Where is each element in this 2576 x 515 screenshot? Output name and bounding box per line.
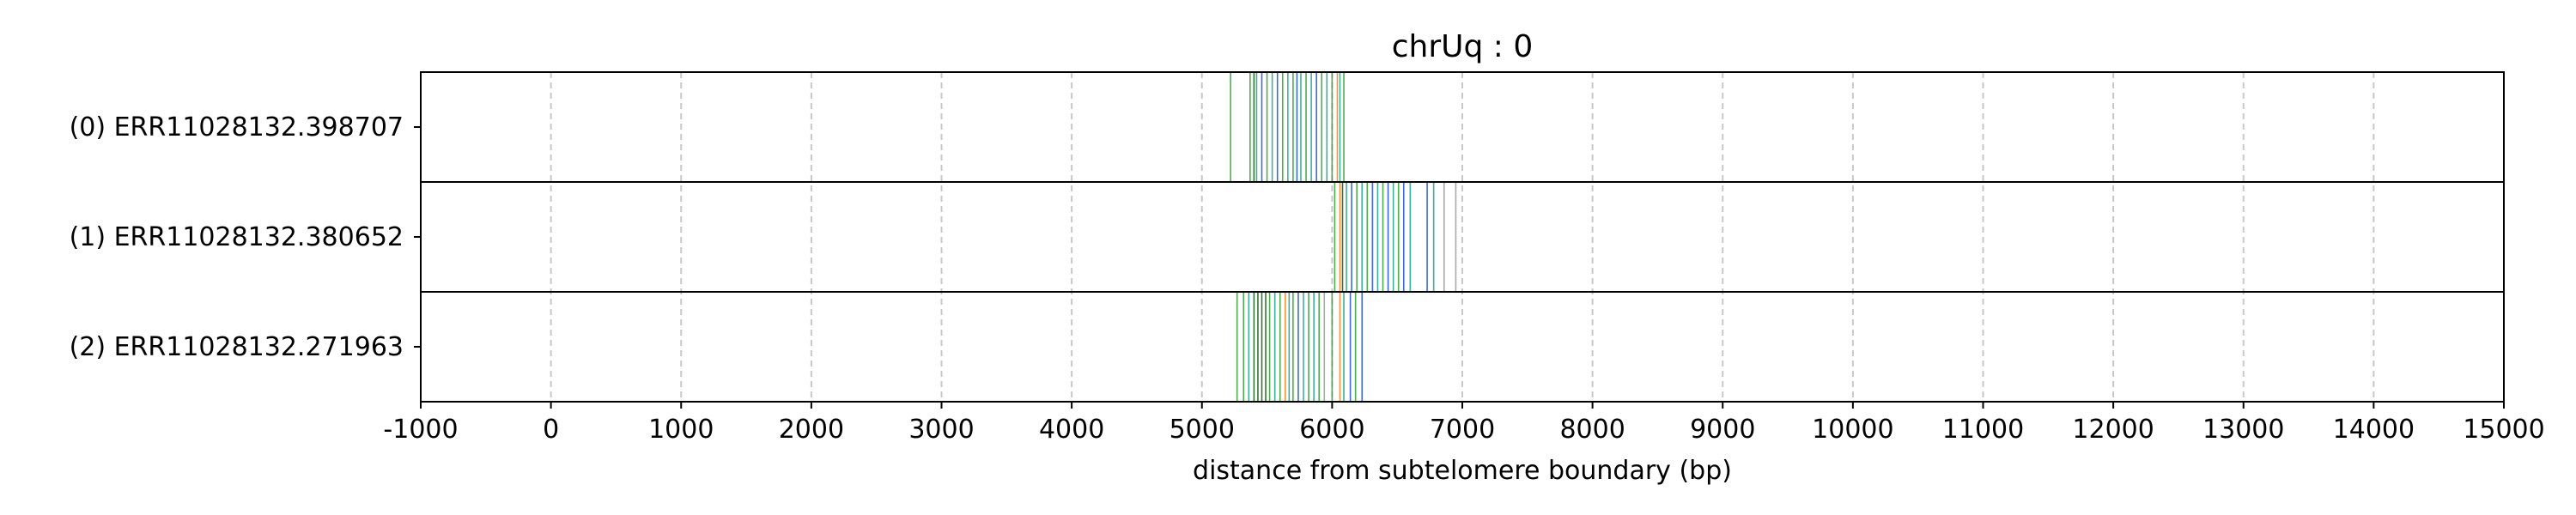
x-tick-label-6: 5000: [1170, 415, 1235, 445]
row-label-2: (2) ERR11028132.271963: [70, 332, 404, 362]
x-tick-label-7: 6000: [1299, 415, 1364, 445]
x-tick-label-10: 9000: [1690, 415, 1755, 445]
tick-layer: -1000 0 1000 2000 3000 4000 5000 6000 7000 8000 90…: [383, 402, 2545, 445]
event-layer: [1230, 72, 1457, 402]
row-label-0: (0) ERR11028132.398707: [70, 112, 404, 142]
x-axis-label: distance from subtelomere boundary (bp): [1193, 456, 1732, 486]
row-label-layer: (0) ERR11028132.398707 (1) ERR11028132.38…: [70, 112, 421, 362]
x-tick-label-3: 2000: [779, 415, 844, 445]
x-tick-label-0: -1000: [383, 415, 458, 445]
x-tick-label-14: 13000: [2202, 415, 2284, 445]
row-label-1: (1) ERR11028132.380652: [70, 222, 404, 252]
x-tick-label-4: 3000: [908, 415, 974, 445]
x-tick-label-11: 10000: [1812, 415, 1893, 445]
x-tick-label-5: 4000: [1039, 415, 1104, 445]
x-tick-label-15: 14000: [2333, 415, 2415, 445]
x-tick-label-1: 0: [543, 415, 559, 445]
chart-title: chrUq : 0: [1392, 29, 1534, 64]
grid-layer: [550, 72, 2375, 402]
x-tick-label-13: 12000: [2072, 415, 2154, 445]
x-tick-label-12: 11000: [1942, 415, 2024, 445]
x-tick-label-8: 7000: [1430, 415, 1495, 445]
x-tick-label-9: 8000: [1559, 415, 1625, 445]
x-tick-label-16: 15000: [2463, 415, 2544, 445]
x-tick-label-2: 1000: [648, 415, 714, 445]
